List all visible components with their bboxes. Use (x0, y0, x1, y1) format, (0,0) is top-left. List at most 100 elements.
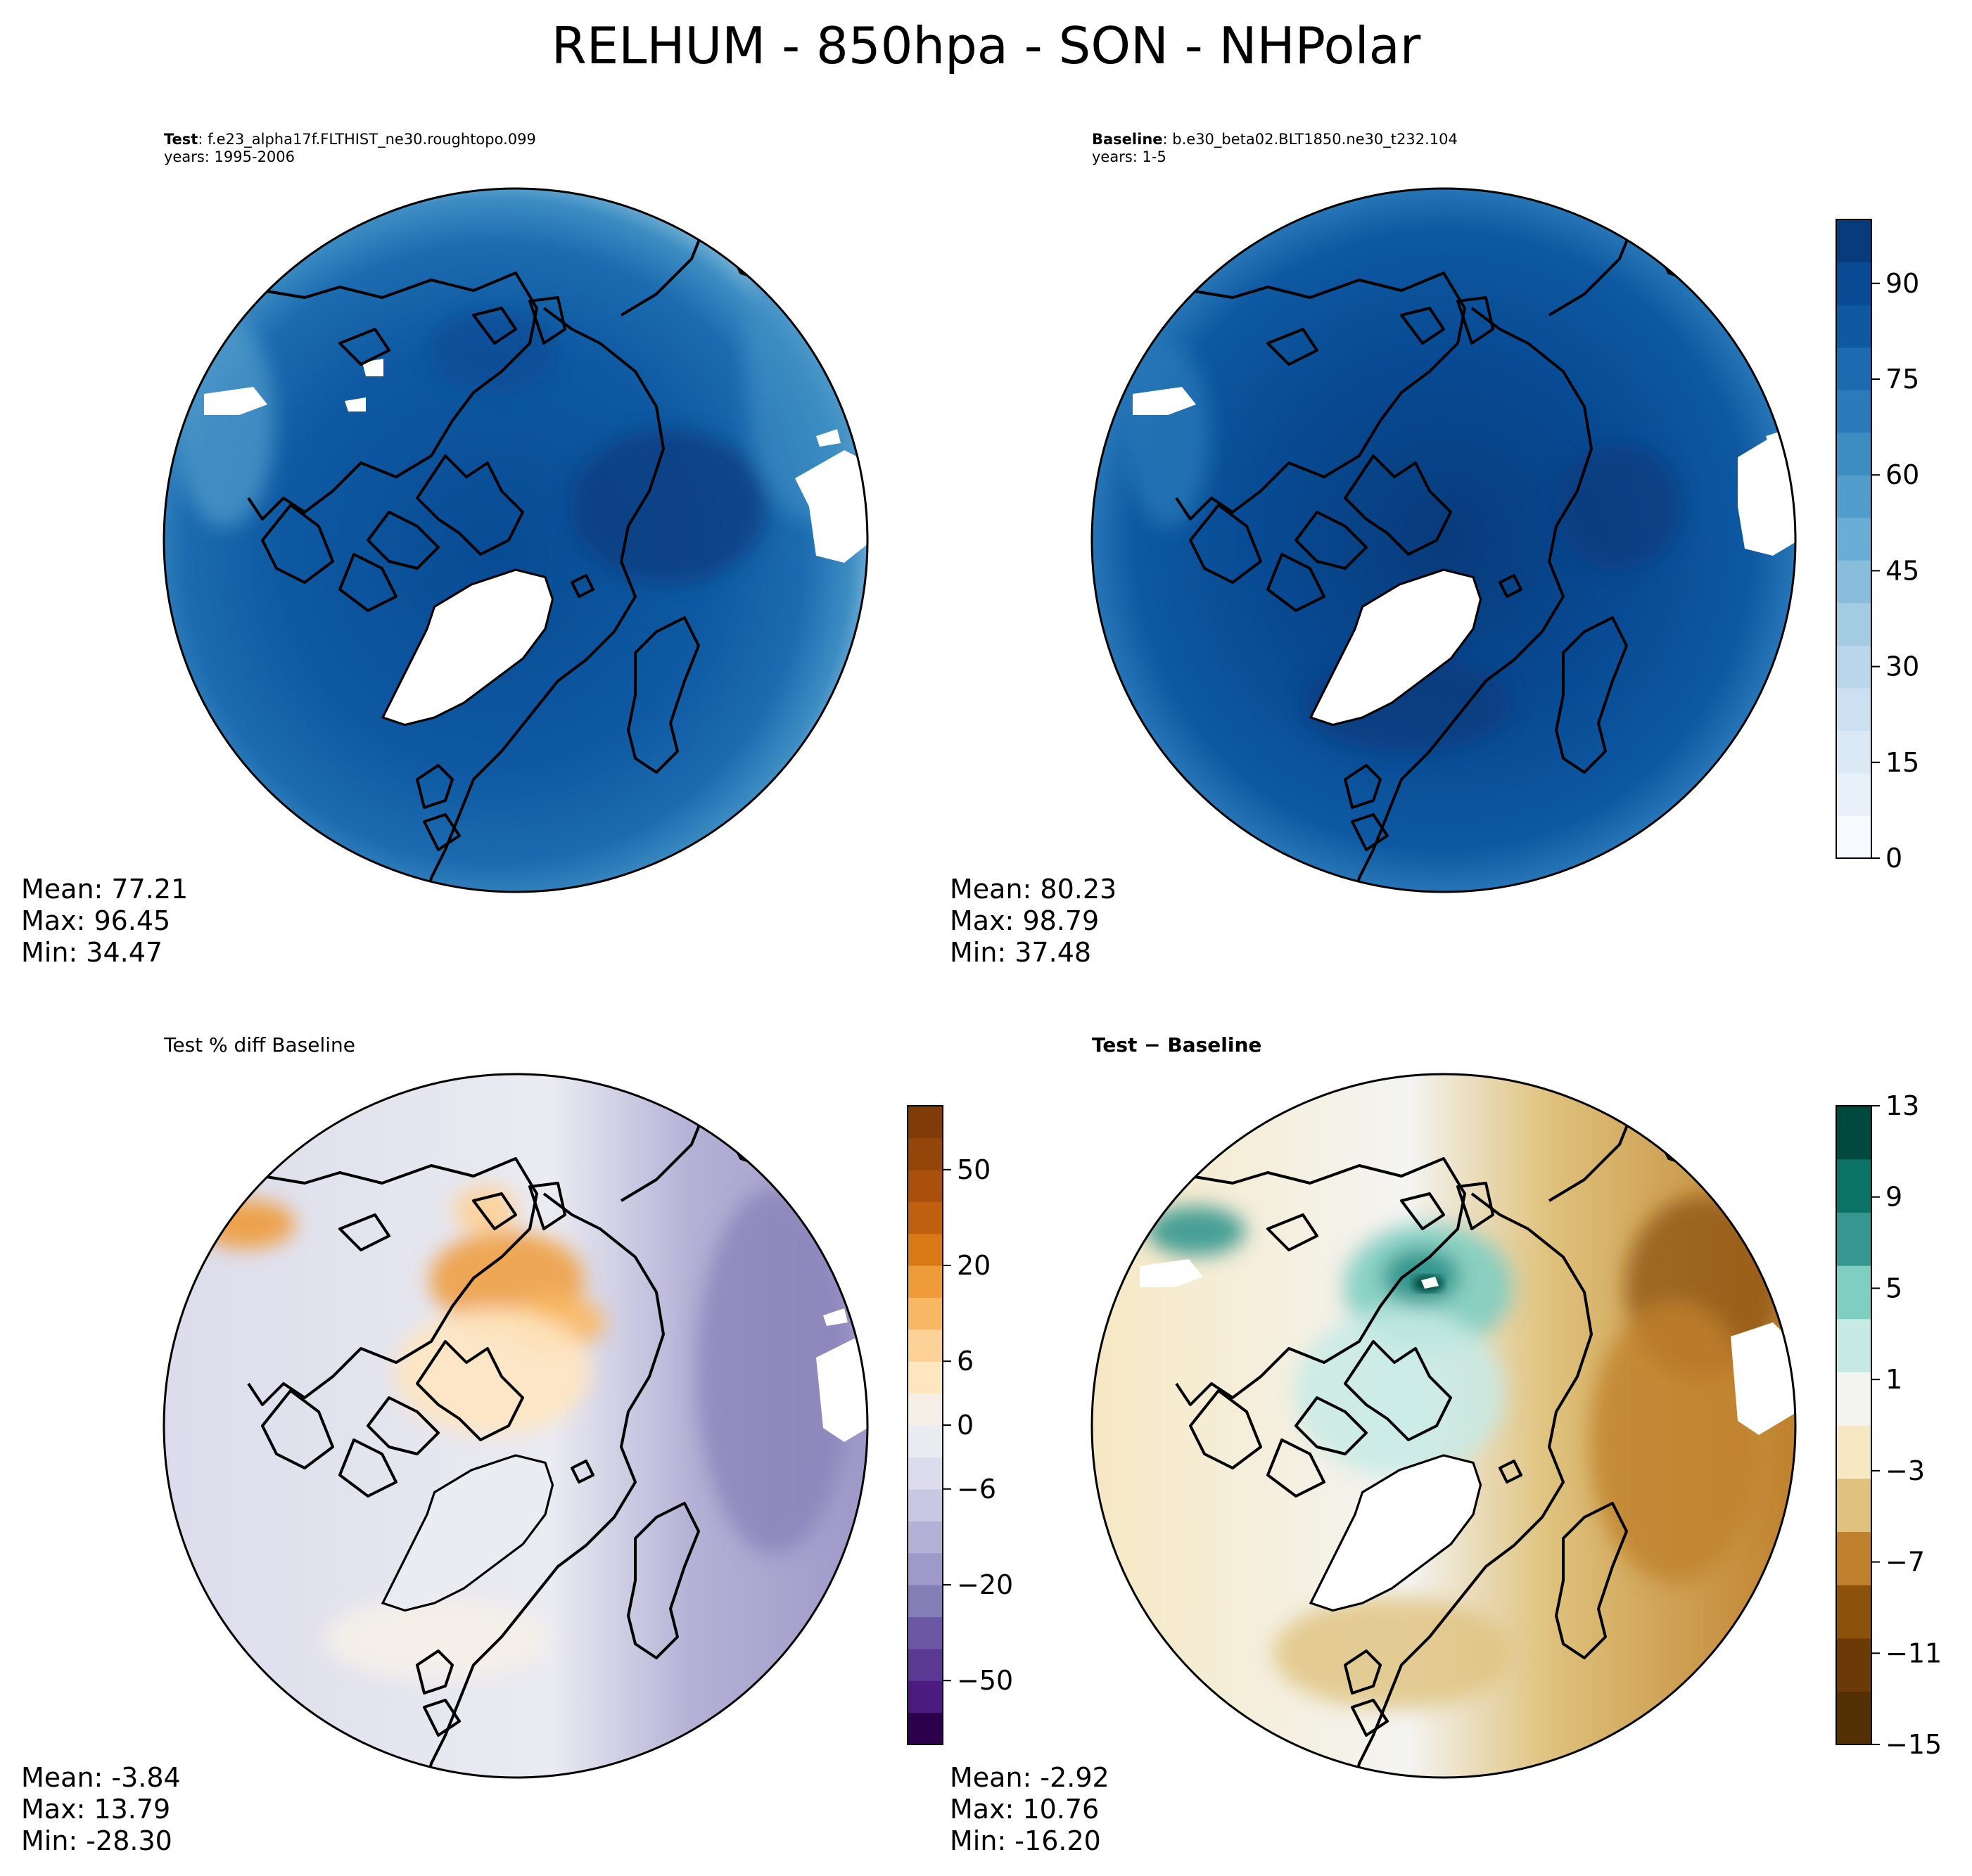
pctdiff-colorbar-tick-label: −50 (957, 1665, 1013, 1696)
fields-colorbar-tick-label: 0 (1885, 843, 1902, 874)
fields-colorbar-swatch (1836, 432, 1871, 476)
test-map (164, 189, 867, 892)
baseline-title-bold: Baseline (1092, 131, 1163, 148)
test-max: Max: 96.45 (21, 905, 171, 936)
diff-panel-title: Test − Baseline (1092, 1033, 1262, 1057)
fields-colorbar-swatch (1836, 219, 1871, 263)
baseline-mean: Mean: 80.23 (950, 874, 1117, 905)
fields-colorbar-tick-label: 15 (1885, 747, 1919, 778)
fields-colorbar-tick-label: 60 (1885, 459, 1919, 490)
test-min: Min: 34.47 (21, 937, 163, 968)
diff-colorbar-swatch (1836, 1478, 1871, 1532)
baseline-title-years: years: 1-5 (1092, 148, 1166, 165)
pctdiff-colorbar-tick-label: −6 (957, 1474, 996, 1505)
pctdiff-colorbar-swatch (908, 1552, 943, 1585)
pctdiff-colorbar-swatch (908, 1457, 943, 1490)
baseline-map-boundary (1090, 187, 1797, 893)
test-stats: Mean: 77.21 Max: 96.45 Min: 34.47 (21, 874, 188, 969)
pctdiff-min: Min: -28.30 (21, 1825, 172, 1856)
baseline-panel-title: Baseline: b.e30_beta02.BLT1850.ne30_t232… (1092, 131, 1458, 166)
pctdiff-colorbar-swatch (908, 1393, 943, 1426)
fields-colorbar-swatch (1836, 645, 1871, 689)
baseline-stats: Mean: 80.23 Max: 98.79 Min: 37.48 (950, 874, 1117, 969)
baseline-max: Max: 98.79 (950, 905, 1100, 936)
diff-colorbar-swatch (1836, 1318, 1871, 1372)
pctdiff-colorbar-swatch (908, 1169, 943, 1202)
diff-colorbar-frame (1836, 1105, 1872, 1745)
diff-colorbar-tick-label: −11 (1885, 1638, 1942, 1668)
fields-colorbar-tick-label: 45 (1885, 555, 1919, 586)
diff-colorbar-tick-label: −15 (1885, 1729, 1942, 1760)
pctdiff-colorbar-swatch (908, 1616, 943, 1650)
diff-max: Max: 10.76 (950, 1794, 1100, 1825)
diff-colorbar-swatch (1836, 1425, 1871, 1479)
fields-colorbar-swatch (1836, 560, 1871, 604)
pctdiff-colorbar-swatch (908, 1680, 943, 1714)
diff-colorbar-tick-label: 5 (1885, 1272, 1902, 1303)
diff-colorbar-tick-label: 13 (1885, 1090, 1919, 1121)
fields-colorbar-swatch (1836, 602, 1871, 646)
diff-colorbar-swatch (1836, 1638, 1871, 1692)
diff-min: Min: -16.20 (950, 1825, 1101, 1856)
diff-stats: Mean: -2.92 Max: 10.76 Min: -16.20 (950, 1762, 1109, 1857)
pctdiff-colorbar-tick-label: 6 (957, 1346, 974, 1377)
fields-colorbar-swatch (1836, 347, 1871, 390)
diff-colorbar-swatch (1836, 1585, 1871, 1639)
pctdiff-colorbar-swatch (908, 1329, 943, 1362)
pctdiff-colorbar-swatch (908, 1648, 943, 1681)
fields-colorbar-swatch (1836, 262, 1871, 305)
fields-colorbar-swatch (1836, 687, 1871, 731)
fields-colorbar-swatch (1836, 730, 1871, 774)
pctdiff-colorbar-swatch (908, 1712, 943, 1745)
pctdiff-colorbar-swatch (908, 1297, 943, 1330)
diff-map (1092, 1074, 1795, 1778)
test-title-years: years: 1995-2006 (164, 148, 295, 165)
pctdiff-colorbar-swatch (908, 1521, 943, 1554)
test-title-case: : f.e23_alpha17f.FLTHIST_ne30.roughtopo.… (198, 131, 536, 148)
fields-colorbar-swatch (1836, 390, 1871, 433)
diff-colorbar-swatch (1836, 1212, 1871, 1266)
pctdiff-colorbar-tick-label: 50 (957, 1154, 991, 1185)
baseline-min: Min: 37.48 (950, 937, 1092, 968)
diff-colorbar-swatch (1836, 1159, 1871, 1213)
diff-colorbar-tick-label: −3 (1885, 1455, 1925, 1486)
pctdiff-mean: Mean: -3.84 (21, 1762, 181, 1793)
baseline-map (1092, 189, 1795, 892)
fields-colorbar-swatch (1836, 772, 1871, 817)
diff-colorbar-swatch (1836, 1691, 1871, 1745)
pctdiff-colorbar-swatch (908, 1233, 943, 1266)
diff-colorbar-swatch (1836, 1106, 1871, 1160)
fields-colorbar-tick-label: 75 (1885, 364, 1919, 395)
pctdiff-map (164, 1074, 867, 1778)
diff-colorbar-swatch (1836, 1265, 1871, 1320)
pctdiff-colorbar-swatch (908, 1265, 943, 1298)
pctdiff-colorbar-tick-label: 0 (957, 1410, 974, 1441)
fields-colorbar-swatch (1836, 815, 1871, 859)
pctdiff-colorbar-swatch (908, 1106, 943, 1138)
fields-colorbar-tick-label: 90 (1885, 268, 1919, 299)
fields-colorbar-frame (1836, 219, 1872, 859)
fields-colorbar-swatch (1836, 517, 1871, 561)
diff-colorbar-swatch (1836, 1372, 1871, 1426)
pctdiff-panel-title: Test % diff Baseline (164, 1033, 356, 1057)
pctdiff-colorbar-swatch (908, 1201, 943, 1234)
diff-colorbar-tick-label: −7 (1885, 1547, 1925, 1578)
fields-colorbar: 0 15 30 45 60 75 90 (1836, 219, 1919, 874)
diff-colorbar: 13 9 5 1 −3 −7 −11 −15 (1836, 1090, 1942, 1760)
baseline-title-case: : b.e30_beta02.BLT1850.ne30_t232.104 (1162, 131, 1458, 148)
pctdiff-colorbar-swatch (908, 1488, 943, 1521)
pctdiff-colorbar-swatch (908, 1361, 943, 1394)
test-map-boundary (163, 187, 869, 893)
fields-colorbar-tick-label: 30 (1885, 651, 1919, 682)
test-mean: Mean: 77.21 (21, 874, 189, 905)
fields-colorbar-swatch (1836, 475, 1871, 518)
test-panel-title: Test: f.e23_alpha17f.FLTHIST_ne30.rought… (164, 131, 536, 166)
pctdiff-max: Max: 13.79 (21, 1794, 171, 1825)
figure-title: RELHUM - 850hpa - SON - NHPolar (551, 16, 1421, 75)
pctdiff-colorbar-swatch (908, 1585, 943, 1617)
diff-mean: Mean: -2.92 (950, 1762, 1109, 1793)
diff-colorbar-tick-label: 1 (1885, 1364, 1902, 1395)
pctdiff-colorbar-swatch (908, 1137, 943, 1170)
pctdiff-map-boundary (163, 1073, 869, 1779)
